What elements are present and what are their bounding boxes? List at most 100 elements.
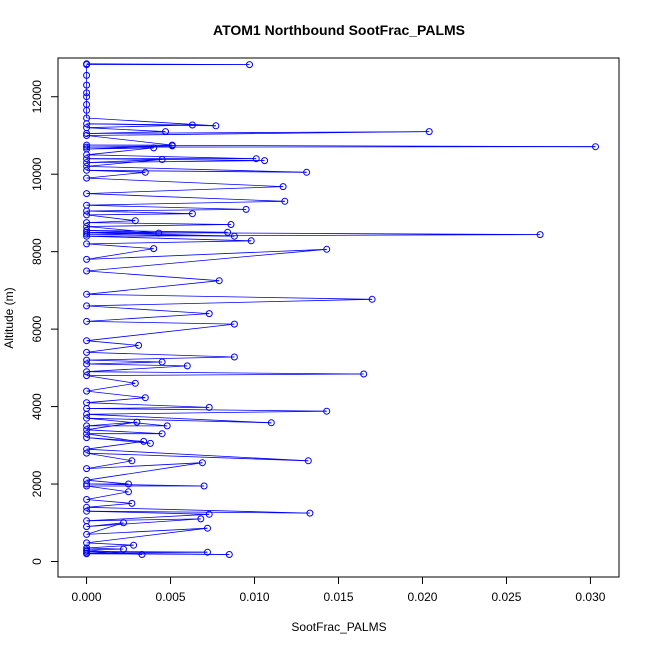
data-point <box>83 434 91 442</box>
series-line-segment <box>86 417 168 427</box>
series-line-segment <box>86 135 173 146</box>
series-line-segment <box>86 448 309 462</box>
data-point <box>198 459 206 467</box>
data-point <box>83 101 91 108</box>
data-point <box>83 81 91 89</box>
y-axis-label: Altitude (m) <box>2 287 16 348</box>
data-point <box>83 414 91 422</box>
series-line-segment <box>86 518 201 527</box>
data-point <box>230 353 238 361</box>
data-layer <box>83 60 599 558</box>
series-line-segment <box>86 323 235 342</box>
series-line-segment <box>86 382 136 392</box>
series-line-segment <box>86 359 163 363</box>
series-line-segment <box>86 171 146 179</box>
series-line-segment <box>86 214 136 222</box>
series-line-segment <box>86 321 235 325</box>
data-point <box>83 143 91 151</box>
data-point <box>83 71 91 79</box>
data-point <box>83 211 91 219</box>
data-point <box>83 317 91 325</box>
y-tick-label: 2000 <box>30 470 44 497</box>
series-line-segment <box>86 499 132 504</box>
series-line-segment <box>86 248 154 260</box>
y-tick-label: 0 <box>30 558 44 565</box>
series-line-segment <box>86 460 132 469</box>
data-point <box>83 399 91 407</box>
data-point <box>230 320 238 328</box>
data-point <box>205 510 213 518</box>
data-point <box>83 546 91 554</box>
data-point <box>204 548 211 556</box>
series-line-segment <box>86 117 216 127</box>
data-point <box>83 517 91 525</box>
data-point <box>83 93 91 101</box>
data-point <box>120 545 127 553</box>
data-point <box>125 480 132 488</box>
series-line-segment <box>86 209 247 212</box>
data-point <box>158 430 166 438</box>
series-line-segment <box>86 224 232 227</box>
data-point <box>205 403 213 411</box>
series-line-segment <box>86 513 210 522</box>
series-line-segment <box>86 204 247 210</box>
data-point <box>212 122 220 130</box>
series-line-segment <box>86 433 151 444</box>
series-line-segment <box>86 417 272 424</box>
series-line-segment <box>86 147 154 156</box>
series-line-segment <box>86 177 284 187</box>
series-line-segment <box>86 200 285 206</box>
y-tick-label: 8000 <box>30 238 44 265</box>
data-point <box>183 362 191 370</box>
series-line-segment <box>86 410 327 415</box>
data-point <box>141 394 149 402</box>
data-point <box>188 121 196 129</box>
series-line-segment <box>86 131 430 134</box>
series-line-segment <box>86 421 137 427</box>
series-line-segment <box>86 527 208 544</box>
data-point <box>83 544 91 552</box>
series-line-segment <box>86 154 257 160</box>
data-point <box>83 155 91 163</box>
series-line-segment <box>86 402 210 408</box>
series-line-segment <box>86 479 129 485</box>
series-line-segment <box>86 270 220 282</box>
x-tick-label: 0.010 <box>240 590 270 604</box>
data-point <box>131 217 139 225</box>
data-point <box>150 245 158 253</box>
x-tick-label: 0.015 <box>323 590 353 604</box>
series-line-segment <box>86 441 144 450</box>
series-line-segment <box>86 169 307 173</box>
data-point <box>83 145 91 153</box>
data-point <box>83 449 91 457</box>
series-line-segment <box>86 429 163 435</box>
series-line-segment <box>86 305 210 314</box>
data-point <box>83 201 91 209</box>
series-line-segment <box>86 298 373 307</box>
data-point <box>83 255 91 263</box>
data-point <box>360 370 368 378</box>
data-point <box>133 418 141 426</box>
data-point <box>135 341 143 349</box>
y-tick-label: 10000 <box>30 157 44 191</box>
series-line-segment <box>86 213 193 216</box>
series-line-segment <box>86 365 188 373</box>
x-tick-label: 0.020 <box>407 590 437 604</box>
data-point <box>267 419 275 427</box>
series-line-segment <box>86 123 216 127</box>
series-line-segment <box>86 63 250 65</box>
data-point <box>120 519 127 527</box>
data-point <box>155 229 163 237</box>
series-line-segment <box>86 361 163 365</box>
data-point <box>83 356 91 364</box>
data-point <box>306 509 314 517</box>
y-tick-label: 4000 <box>30 393 44 420</box>
data-point <box>83 290 91 298</box>
y-axis: 0 2000 4000 6000 8000 10000 12000 <box>30 80 59 565</box>
series-line-segment <box>86 230 228 233</box>
data-point <box>83 445 91 453</box>
data-point <box>83 372 91 380</box>
y-tick-label: 6000 <box>30 315 44 342</box>
data-point <box>205 310 213 318</box>
series-line-segment <box>86 222 232 225</box>
